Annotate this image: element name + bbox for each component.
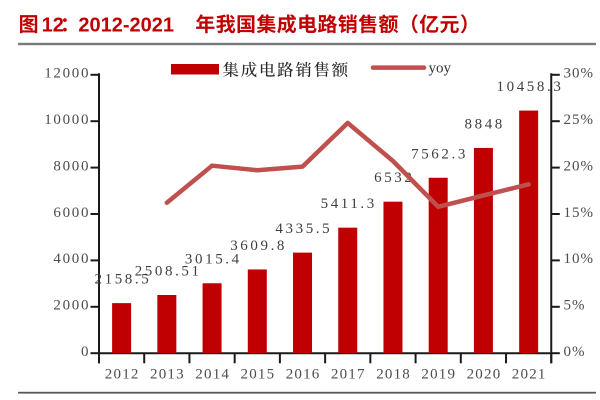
svg-text:2020: 2020 bbox=[467, 367, 502, 383]
svg-text:10000: 10000 bbox=[44, 112, 90, 128]
svg-text:5411.3: 5411.3 bbox=[321, 196, 377, 212]
svg-text:20%: 20% bbox=[564, 158, 595, 174]
svg-text:2021: 2021 bbox=[512, 367, 547, 383]
svg-text:3015.4: 3015.4 bbox=[185, 252, 242, 268]
svg-text:2018: 2018 bbox=[376, 367, 411, 383]
svg-text:15%: 15% bbox=[564, 205, 595, 221]
svg-text:2013: 2013 bbox=[150, 367, 185, 383]
svg-text:2015: 2015 bbox=[241, 367, 276, 383]
svg-text:2012-2021: 2012-2021 bbox=[78, 14, 174, 36]
svg-text:3609.8: 3609.8 bbox=[230, 238, 287, 254]
svg-text:4000: 4000 bbox=[53, 251, 90, 267]
svg-text:10%: 10% bbox=[564, 251, 595, 267]
svg-text:2014: 2014 bbox=[195, 367, 230, 383]
svg-text:10458.3: 10458.3 bbox=[497, 79, 564, 95]
svg-text:7562.3: 7562.3 bbox=[411, 146, 468, 162]
svg-text:2016: 2016 bbox=[286, 367, 321, 383]
svg-text:2508.51: 2508.51 bbox=[135, 264, 202, 280]
svg-text:8848: 8848 bbox=[465, 116, 505, 132]
svg-text:0: 0 bbox=[81, 344, 90, 360]
svg-text:2158.5: 2158.5 bbox=[95, 272, 152, 288]
svg-text:2012: 2012 bbox=[105, 367, 140, 383]
svg-text:12000: 12000 bbox=[44, 66, 90, 82]
svg-text:8000: 8000 bbox=[53, 158, 90, 174]
svg-text:0%: 0% bbox=[564, 344, 586, 360]
svg-text:5%: 5% bbox=[564, 298, 586, 314]
svg-text:30%: 30% bbox=[564, 66, 595, 82]
svg-text:6000: 6000 bbox=[53, 205, 90, 221]
svg-text:2017: 2017 bbox=[331, 367, 366, 383]
svg-text:4335.5: 4335.5 bbox=[275, 221, 332, 237]
svg-text:2000: 2000 bbox=[53, 298, 90, 314]
svg-text:yoy: yoy bbox=[429, 61, 452, 77]
svg-text:6532: 6532 bbox=[374, 170, 414, 186]
svg-text:12: 12 bbox=[42, 14, 64, 36]
svg-text:25%: 25% bbox=[564, 112, 595, 128]
svg-text:2019: 2019 bbox=[421, 367, 456, 383]
